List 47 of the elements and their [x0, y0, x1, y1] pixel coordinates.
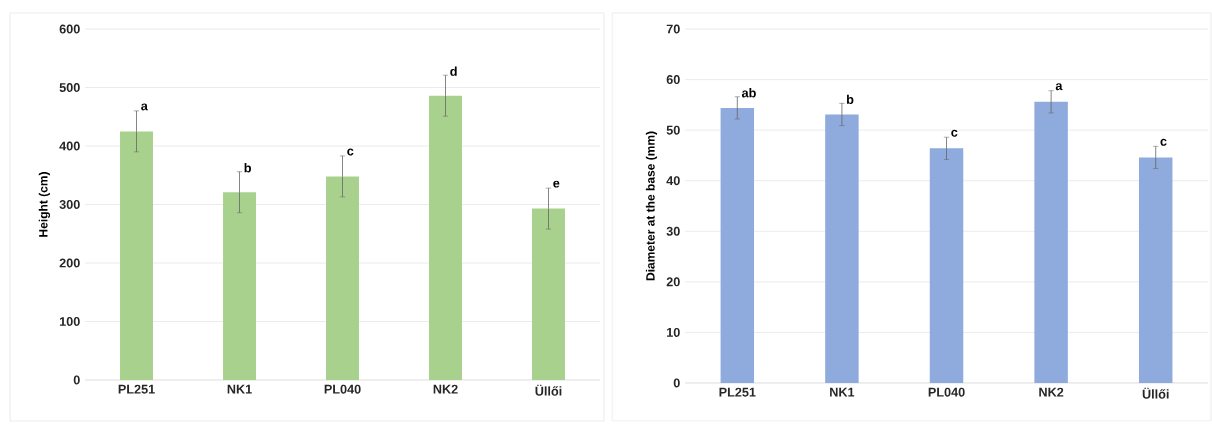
bar: [429, 95, 462, 380]
annotation: c: [951, 129, 958, 137]
x-tick-label: PL040: [324, 384, 361, 394]
y-tick-label: 400: [59, 141, 80, 151]
x-tick-label: NK1: [227, 384, 252, 394]
y-tick-label: 70: [666, 24, 680, 34]
bar: [720, 107, 755, 383]
y-tick-label: 500: [59, 83, 80, 92]
annotation: d: [450, 66, 457, 76]
y-tick-label: 200: [59, 258, 80, 268]
annotation: ab: [741, 88, 756, 98]
x-tick-label: Üllői: [1142, 387, 1169, 399]
y-tick-label: 600: [59, 24, 80, 34]
annotation: b: [847, 94, 854, 104]
x-tick-label: PL040: [928, 387, 965, 397]
y-tick-label: 60: [666, 75, 680, 85]
bar: [1138, 157, 1173, 383]
bar: [120, 131, 153, 380]
bar: [532, 208, 565, 380]
x-tick-label: PL251: [719, 387, 756, 397]
y-tick-label: 100: [59, 317, 80, 326]
annotation: e: [553, 180, 560, 188]
y-tick-label: 20: [666, 277, 680, 287]
y-tick-label: 30: [666, 226, 680, 236]
annotation: c: [347, 148, 354, 156]
y-tick-label: 300: [59, 200, 80, 209]
bar: [1034, 101, 1068, 383]
y-tick-label: 40: [666, 176, 680, 186]
x-tick-label: PL251: [118, 384, 155, 394]
annotation: a: [1055, 83, 1063, 91]
y-axis-title: Diameter at the base (mm): [645, 131, 658, 281]
annotation: b: [244, 163, 251, 173]
annotation: c: [1160, 138, 1167, 146]
y-tick-label: 10: [667, 327, 680, 337]
annotation: a: [141, 103, 148, 111]
x-tick-label: NK2: [1039, 387, 1064, 397]
y-axis-title: Height (cm): [38, 172, 51, 237]
bar: [929, 148, 964, 383]
bar: [326, 176, 359, 380]
bar: [223, 192, 256, 380]
y-tick-label: 50: [666, 125, 680, 135]
y-tick-label: 0: [73, 375, 80, 385]
bar: [825, 114, 859, 383]
x-tick-label: NK2: [433, 384, 458, 394]
x-tick-label: NK1: [830, 387, 855, 397]
x-tick-label: Üllői: [535, 384, 562, 396]
y-tick-label: 0: [673, 378, 680, 388]
